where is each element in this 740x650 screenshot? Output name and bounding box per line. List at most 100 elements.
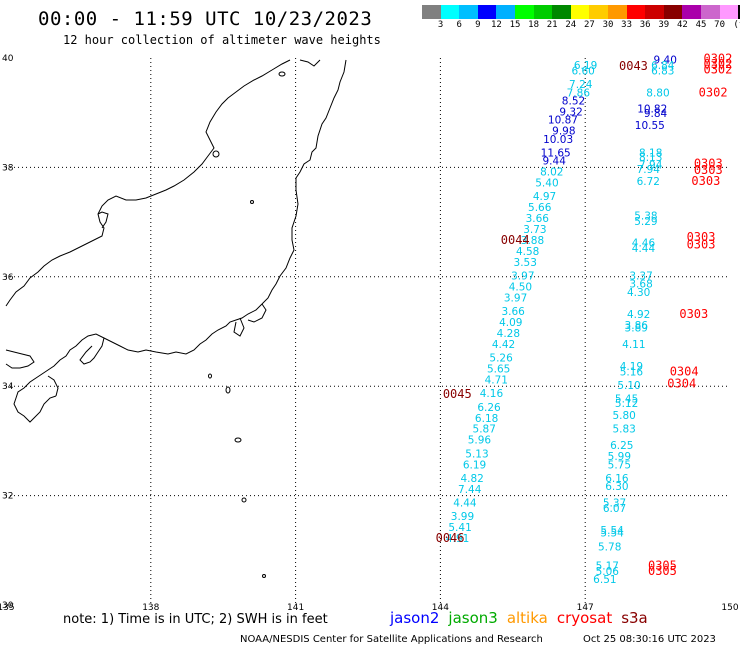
scale-swatch: [440, 5, 460, 19]
swh-value: 5.80: [612, 410, 635, 422]
swh-value: 3.86: [625, 320, 649, 332]
satellite-label: jason3: [448, 609, 498, 627]
scale-swatch: [552, 5, 571, 19]
scale-swatch: [477, 5, 497, 19]
honshu-coastline: [13, 59, 347, 423]
scale-swatch: [719, 5, 739, 19]
time-label: 0302: [703, 51, 732, 65]
chart-title: 00:00 - 11:59 UTC 10/23/2023: [38, 8, 373, 30]
time-label: 0305: [648, 558, 677, 572]
scale-label: (ft): [733, 20, 740, 30]
swh-value: 9.84: [644, 108, 668, 120]
time-label: 0303: [694, 156, 723, 170]
map-grid: [6, 58, 730, 605]
swh-value: 4.97: [533, 191, 556, 203]
lon-tick-label: 138: [142, 603, 159, 613]
swh-value: 6.83: [651, 65, 674, 77]
satellite-legend: jason2 jason3 altika cryosat s3a: [390, 609, 657, 627]
scale-swatch: [645, 5, 664, 19]
swh-value: 4.42: [492, 339, 515, 351]
lon-tick-label: 147: [577, 603, 594, 613]
satellite-label: jason2: [390, 609, 440, 627]
lat-tick-label: 30: [2, 601, 14, 611]
time-label: 0303: [694, 163, 723, 177]
swh-value: 6.16: [605, 473, 629, 485]
swh-value: 5.16: [620, 366, 644, 378]
chart-subtitle: 12 hour collection of altimeter wave hei…: [63, 33, 381, 47]
hokkaido-coastline: [299, 59, 321, 67]
scale-label: 42: [676, 20, 688, 30]
swh-value: 5.87: [473, 424, 496, 436]
scale-swatch: [459, 5, 478, 19]
time-label: 0303: [687, 230, 716, 244]
swh-value: 6.18: [475, 413, 498, 425]
swh-value: 5.83: [612, 424, 635, 436]
swh-value: 5.10: [617, 380, 640, 392]
swh-value: 3.99: [451, 511, 474, 523]
scale-swatch: [589, 5, 608, 19]
swh-value: 8.13: [639, 152, 662, 164]
swh-value: 4.30: [627, 287, 650, 299]
swh-value: 4.44: [453, 498, 477, 510]
lon-tick-label: 144: [432, 603, 449, 613]
swh-value: 5.54: [600, 525, 624, 537]
swh-value: 5.54: [600, 528, 624, 540]
footer-note: note: 1) Time is in UTC; 2) SWH is in fe…: [63, 612, 328, 627]
swh-value: 5.78: [598, 541, 621, 553]
swh-value: 8.18: [639, 147, 662, 159]
time-label: 0046: [436, 531, 465, 545]
swh-value: 6.19: [574, 60, 597, 72]
swh-value: 6.26: [477, 402, 501, 414]
time-label: 0045: [443, 387, 472, 401]
time-label: 0302: [703, 62, 732, 76]
lat-tick-label: 36: [2, 273, 14, 283]
swh-value: 6.19: [463, 459, 486, 471]
time-label: 0304: [670, 364, 699, 378]
izu-island-3: [241, 497, 247, 503]
swh-value: 10.82: [637, 104, 667, 116]
swh-value: 3.97: [511, 271, 534, 283]
time-label: 0304: [667, 376, 696, 390]
scale-swatch: [496, 5, 515, 19]
shikoku-coastline: [5, 349, 35, 369]
swh-value: 3.68: [629, 279, 652, 291]
swh-value: 4.44: [632, 243, 656, 255]
swh-value: 7.94: [639, 159, 663, 171]
swh-value: 6.60: [571, 65, 594, 77]
scale-label: 18: [528, 20, 540, 30]
time-label: 0303: [687, 237, 716, 251]
swh-value: 5.26: [489, 353, 513, 365]
scale-label: 21: [546, 20, 558, 30]
swh-value: 4.71: [485, 374, 508, 386]
small-island-2: [250, 200, 254, 204]
swh-value: 7.86: [567, 87, 591, 99]
swh-value: 6.07: [603, 503, 626, 515]
satellite-label: s3a: [621, 609, 648, 627]
lon-tick-label: 141: [287, 603, 304, 613]
swh-value: 4.19: [620, 361, 643, 373]
time-label: 0043: [619, 59, 648, 73]
scale-swatch: [570, 5, 590, 19]
swh-value: 3.89: [625, 323, 648, 335]
swh-value: 4.50: [509, 281, 532, 293]
scale-label: 30: [602, 20, 614, 30]
swh-value: 5.17: [596, 560, 619, 572]
scale-label: 27: [583, 20, 595, 30]
swh-value: 4.09: [499, 317, 522, 329]
swh-value: 9.32: [559, 106, 582, 118]
scale-label: 9: [475, 20, 481, 30]
swh-value: 7.44: [458, 484, 482, 496]
swh-value: 5.13: [465, 448, 488, 460]
color-scale-bar: [422, 5, 740, 19]
swh-value: 5.29: [634, 216, 657, 228]
time-label: 0044: [501, 233, 530, 247]
scale-label: 12: [490, 20, 502, 30]
japan-coastline: [5, 59, 347, 578]
swh-value: 4.82: [460, 473, 483, 485]
swh-value: 5.99: [608, 451, 631, 463]
swh-value: 5.38: [634, 210, 657, 222]
izu-peninsula: [233, 317, 245, 337]
swh-value: 6.51: [593, 574, 616, 586]
